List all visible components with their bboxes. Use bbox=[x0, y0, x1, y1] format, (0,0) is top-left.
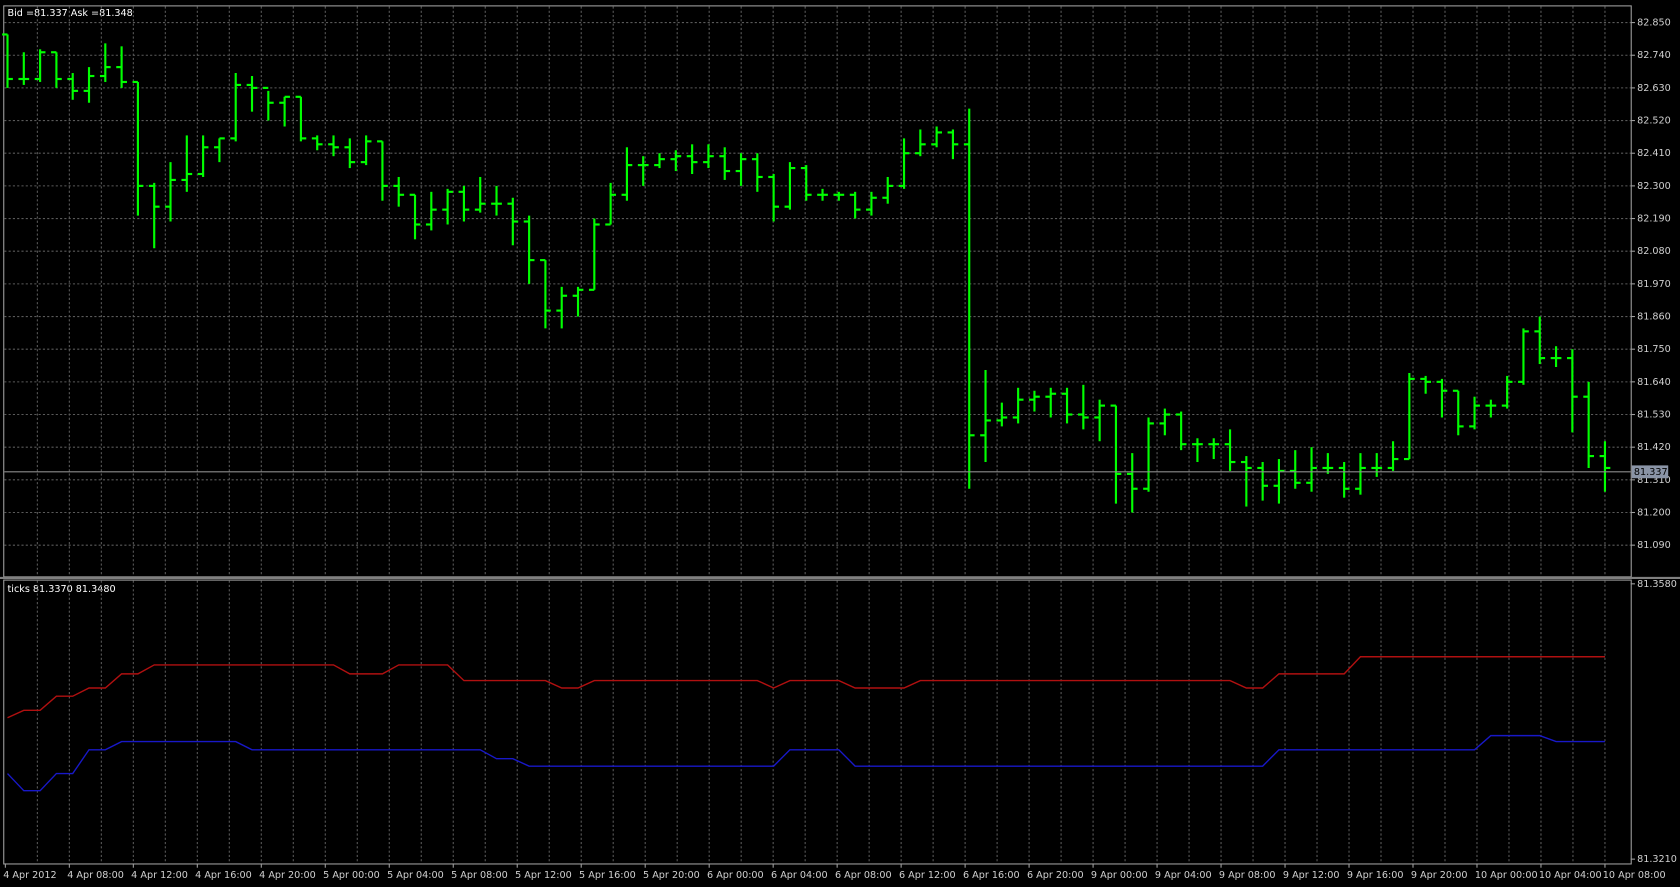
x-tick-label: 9 Apr 08:00 bbox=[1219, 870, 1276, 881]
y-tick-label: 82.630 bbox=[1637, 83, 1671, 94]
x-tick-label: 10 Apr 04:00 bbox=[1539, 870, 1602, 881]
y-tick-label: 81.640 bbox=[1637, 377, 1671, 388]
x-tick-label: 4 Apr 12:00 bbox=[131, 870, 188, 881]
x-tick-label: 10 Apr 08:00 bbox=[1603, 870, 1666, 881]
x-tick-label: 4 Apr 2012 bbox=[3, 870, 56, 881]
x-tick-label: 5 Apr 04:00 bbox=[387, 870, 444, 881]
tick-line bbox=[6, 734, 1605, 792]
y-tick-label: 81.200 bbox=[1637, 507, 1671, 518]
x-tick-label: 5 Apr 20:00 bbox=[643, 870, 700, 881]
indicator-panel bbox=[3, 579, 1632, 865]
current-price-box bbox=[1631, 465, 1669, 479]
y-tick-label: 81.090 bbox=[1637, 540, 1671, 551]
x-tick-label: 6 Apr 04:00 bbox=[771, 870, 828, 881]
x-tick-label: 4 Apr 16:00 bbox=[195, 870, 252, 881]
y-tick-label: 82.190 bbox=[1637, 214, 1671, 225]
x-tick-label: 9 Apr 00:00 bbox=[1091, 870, 1148, 881]
indicator-title: ticks 81.3370 81.3480 bbox=[8, 584, 116, 595]
x-tick-label: 5 Apr 16:00 bbox=[579, 870, 636, 881]
y-tick-label: 82.080 bbox=[1637, 246, 1671, 257]
x-tick-label: 6 Apr 08:00 bbox=[835, 870, 892, 881]
x-tick-label: 5 Apr 08:00 bbox=[451, 870, 508, 881]
y-tick-label: 82.300 bbox=[1637, 181, 1671, 192]
bid-ask-text: Bid =81.337 Ask =81.348 bbox=[8, 8, 133, 19]
x-tick-label: 9 Apr 20:00 bbox=[1411, 870, 1468, 881]
y-tick-label: 81.750 bbox=[1637, 344, 1671, 355]
x-tick-label: 6 Apr 16:00 bbox=[963, 870, 1020, 881]
x-tick-label: 5 Apr 00:00 bbox=[323, 870, 380, 881]
current-price-label: 81.337 bbox=[1634, 467, 1668, 478]
y-tick-label: 82.520 bbox=[1637, 116, 1671, 127]
x-tick-label: 6 Apr 20:00 bbox=[1027, 870, 1084, 881]
x-tick-label: 4 Apr 08:00 bbox=[67, 870, 124, 881]
y-tick-label: 82.850 bbox=[1637, 18, 1671, 29]
y-tick-label: 81.970 bbox=[1637, 279, 1671, 290]
y-tick-label: 82.740 bbox=[1637, 50, 1671, 61]
x-tick-label: 4 Apr 20:00 bbox=[259, 870, 316, 881]
x-tick-label: 6 Apr 00:00 bbox=[707, 870, 764, 881]
y-tick-label: 81.3210 bbox=[1637, 854, 1677, 865]
x-tick-label: 6 Apr 12:00 bbox=[899, 870, 956, 881]
y-tick-label: 81.860 bbox=[1637, 312, 1671, 323]
x-tick-label: 5 Apr 12:00 bbox=[515, 870, 572, 881]
y-tick-label: 81.420 bbox=[1637, 442, 1671, 453]
x-tick-label: 10 Apr 00:00 bbox=[1475, 870, 1538, 881]
x-tick-label: 9 Apr 16:00 bbox=[1347, 870, 1404, 881]
x-tick-label: 9 Apr 12:00 bbox=[1283, 870, 1340, 881]
y-tick-label: 81.530 bbox=[1637, 410, 1671, 421]
y-tick-label: 81.3580 bbox=[1637, 579, 1677, 590]
y-tick-label: 82.410 bbox=[1637, 148, 1671, 159]
x-tick-label: 9 Apr 04:00 bbox=[1155, 870, 1212, 881]
tick-line bbox=[7, 656, 1605, 719]
y-tick-label: 81.310 bbox=[1637, 475, 1671, 486]
